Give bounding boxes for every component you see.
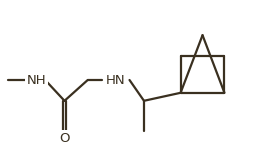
Text: NH: NH bbox=[27, 73, 46, 87]
Text: HN: HN bbox=[106, 73, 125, 87]
Text: O: O bbox=[59, 132, 70, 145]
